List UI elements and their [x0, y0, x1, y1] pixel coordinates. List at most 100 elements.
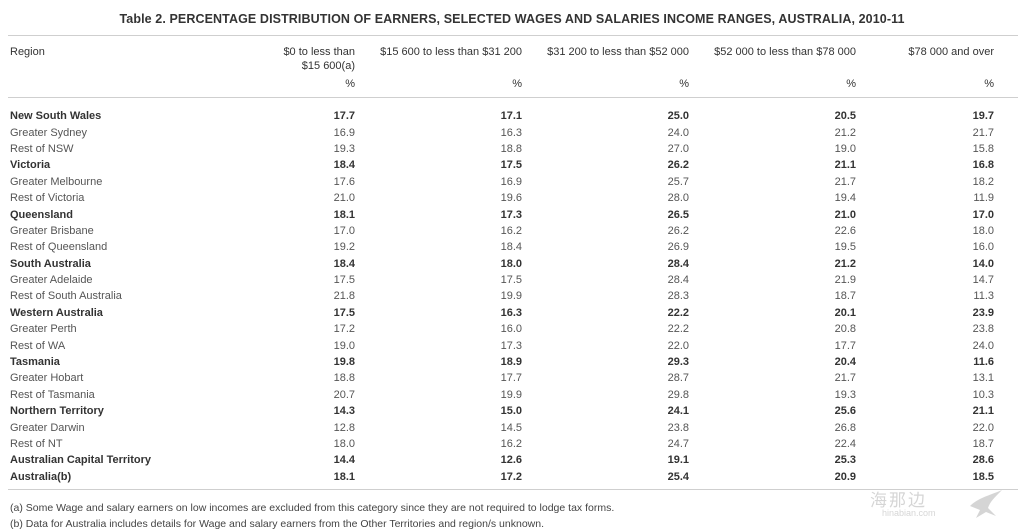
- value-cell-col3: 19.1: [667, 454, 689, 467]
- table-row: Rest of Victoria 21.0 19.6 28.0 19.4 11.9: [8, 190, 1018, 206]
- value-cell-col3: 26.2: [667, 224, 689, 237]
- table-title: Table 2. PERCENTAGE DISTRIBUTION OF EARN…: [119, 12, 905, 26]
- value-cell-col3: 22.2: [667, 306, 689, 319]
- value-cell-col3: 29.8: [667, 388, 689, 401]
- value-cell-col3: 27.0: [667, 142, 689, 155]
- value-cell-col4: 20.8: [834, 323, 856, 336]
- header-top-rule: [8, 35, 1018, 36]
- row-padding: [994, 272, 1018, 288]
- value-cell-col4: 20.4: [834, 356, 856, 369]
- table-row: Rest of South Australia 21.8 19.9 28.3 18.7 1…: [8, 288, 1018, 304]
- row-padding: [994, 108, 1018, 124]
- region-cell: Greater Sydney: [10, 126, 88, 139]
- value-cell-col2: 17.2: [500, 470, 522, 483]
- table-body: New South Wales 17.7 17.1 25.0 20.5 19.7 Great…: [8, 108, 1018, 485]
- value-cell-col4: 19.5: [834, 241, 856, 254]
- column-header-region: Region: [10, 46, 45, 58]
- region-cell: Victoria: [10, 159, 51, 172]
- column-header-col5: $78 000 and over: [908, 46, 994, 58]
- value-cell-col3: 22.2: [667, 323, 689, 336]
- value-cell-col5: 11.3: [973, 290, 994, 303]
- row-padding: [994, 452, 1018, 468]
- row-padding: [994, 239, 1018, 255]
- region-cell: Greater Hobart: [10, 372, 84, 385]
- value-cell-col2: 16.0: [500, 323, 522, 336]
- value-cell-col1: 19.8: [333, 356, 355, 369]
- table-row: Greater Sydney 16.9 16.3 24.0 21.2 21.7: [8, 124, 1018, 140]
- value-cell-col5: 18.7: [972, 438, 994, 450]
- region-cell: Rest of Queensland: [10, 241, 108, 254]
- row-padding: [994, 305, 1018, 321]
- row-padding: [994, 256, 1018, 272]
- region-cell: New South Wales: [10, 110, 102, 123]
- region-cell: Australian Capital Territory: [10, 454, 151, 467]
- row-padding: [994, 321, 1018, 337]
- value-cell-col2: 14.5: [500, 421, 522, 434]
- value-cell-col2: 17.3: [500, 208, 522, 221]
- value-cell-col4: 25.3: [834, 454, 856, 467]
- unit-label-col4: %: [846, 78, 856, 90]
- value-cell-col2: 17.5: [500, 274, 522, 287]
- footer-rule: [8, 489, 1018, 490]
- value-cell-col1: 19.2: [333, 241, 355, 254]
- table-row: Rest of Tasmania 20.7 19.9 29.8 19.3 10.3: [8, 387, 1018, 403]
- value-cell-col3: 29.3: [667, 356, 689, 369]
- region-cell: Tasmania: [10, 356, 60, 369]
- row-padding: [994, 354, 1018, 370]
- value-cell-col1: 17.0: [333, 224, 355, 237]
- value-cell-col2: 18.4: [500, 241, 522, 254]
- value-cell-col1: 18.8: [333, 372, 355, 385]
- value-cell-col5: 24.0: [972, 339, 994, 352]
- region-cell: Rest of Victoria: [10, 192, 85, 205]
- value-cell-col4: 25.6: [834, 405, 856, 418]
- value-cell-col3: 24.7: [667, 438, 689, 450]
- value-cell-col1: 21.0: [333, 192, 355, 205]
- value-cell-col1: 18.1: [333, 208, 355, 221]
- value-cell-col3: 23.8: [667, 421, 689, 434]
- region-cell: Rest of Tasmania: [10, 388, 95, 401]
- value-cell-col2: 17.5: [500, 159, 522, 172]
- value-cell-col2: 16.9: [500, 175, 522, 188]
- row-padding: [994, 387, 1018, 403]
- table-row: Northern Territory 14.3 15.0 24.1 25.6 21.1: [8, 403, 1018, 419]
- region-cell: Greater Perth: [10, 323, 77, 336]
- row-padding: [994, 436, 1018, 452]
- value-cell-col4: 21.2: [834, 257, 856, 270]
- table-row: Greater Brisbane 17.0 16.2 26.2 22.6 18.0: [8, 223, 1018, 239]
- row-padding: [994, 403, 1018, 419]
- value-cell-col4: 21.9: [834, 274, 856, 287]
- value-cell-col2: 16.3: [500, 306, 522, 319]
- row-padding: [994, 337, 1018, 353]
- table-row: New South Wales 17.7 17.1 25.0 20.5 19.7: [8, 108, 1018, 124]
- column-header-col3: $31 200 to less than $52 000: [547, 46, 689, 58]
- header-bottom-rule: [8, 97, 1018, 98]
- bird-logo-icon: [970, 490, 1002, 518]
- data-table: New South Wales 17.7 17.1 25.0 20.5 19.7 Great…: [8, 108, 1018, 485]
- value-cell-col3: 28.0: [667, 192, 689, 205]
- value-cell-col4: 22.4: [834, 438, 856, 450]
- value-cell-col5: 10.3: [972, 388, 994, 401]
- value-cell-col1: 17.5: [333, 274, 355, 287]
- table-row: Tasmania 19.8 18.9 29.3 20.4 11.6: [8, 354, 1018, 370]
- value-cell-col3: 24.0: [667, 126, 689, 139]
- table-row: Greater Melbourne 17.6 16.9 25.7 21.7 18.2: [8, 174, 1018, 190]
- value-cell-col4: 20.1: [834, 306, 856, 319]
- value-cell-col2: 17.7: [500, 372, 522, 385]
- table-row: Australia(b) 18.1 17.2 25.4 20.9 18.5: [8, 469, 1018, 485]
- value-cell-col5: 16.0: [972, 241, 994, 254]
- value-cell-col5: 11.9: [973, 192, 994, 205]
- value-cell-col5: 18.2: [972, 175, 994, 188]
- value-cell-col1: 14.3: [333, 405, 355, 418]
- row-padding: [994, 141, 1018, 157]
- table-row: Victoria 18.4 17.5 26.2 21.1 16.8: [8, 157, 1018, 173]
- column-header-col2: $15 600 to less than $31 200: [380, 46, 522, 58]
- value-cell-col3: 25.0: [667, 110, 689, 123]
- value-cell-col1: 16.9: [333, 126, 355, 139]
- value-cell-col2: 16.3: [500, 126, 522, 139]
- region-cell: Greater Melbourne: [10, 175, 103, 188]
- row-padding: [994, 190, 1018, 206]
- value-cell-col1: 21.8: [333, 290, 355, 303]
- region-cell: Queensland: [10, 208, 73, 221]
- value-cell-col2: 19.6: [500, 192, 522, 205]
- value-cell-col2: 16.2: [500, 224, 522, 237]
